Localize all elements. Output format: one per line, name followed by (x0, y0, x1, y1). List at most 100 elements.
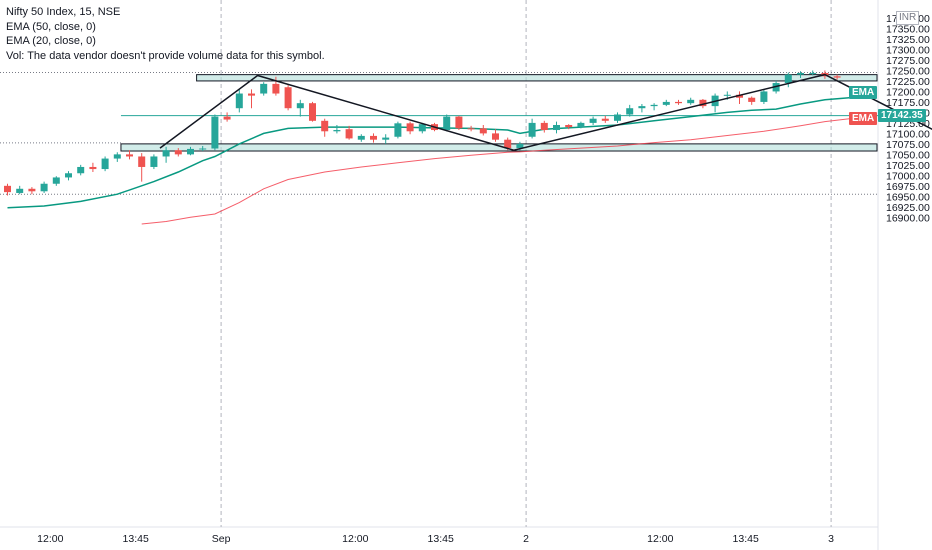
candle-body-13 (162, 150, 170, 157)
y-tick-label-13: 17050.00 (886, 149, 930, 161)
y-tick-label-7: 17200.00 (886, 86, 930, 98)
candle-body-42 (516, 143, 524, 149)
candle-body-26 (321, 120, 329, 132)
candle-body-27 (333, 130, 341, 132)
candle-body-62 (760, 91, 768, 102)
ema50-line (141, 118, 850, 225)
support-zone (120, 143, 878, 152)
candle-body-44 (540, 122, 548, 131)
x-tick-label-5: 2 (523, 533, 529, 545)
candle-body-64 (784, 74, 792, 84)
candle-body-61 (748, 97, 756, 102)
candle-body-16 (199, 148, 207, 150)
candle-body-28 (345, 129, 353, 139)
candle-body-21 (260, 83, 268, 94)
candle-body-12 (150, 156, 158, 167)
legend-ema20[interactable]: EMA (20, close, 0) (6, 35, 96, 47)
candle-body-8 (101, 158, 109, 170)
candle-body-37 (455, 116, 463, 129)
candle-body-34 (418, 124, 426, 132)
x-tick-label-6: 12:00 (647, 533, 673, 545)
candle-body-4 (52, 177, 60, 184)
y-tick-label-6: 17225.00 (886, 76, 930, 88)
y-tick-label-15: 17000.00 (886, 170, 930, 182)
y-tick-label-11: 17100.00 (886, 128, 930, 140)
candle-body-38 (467, 128, 475, 130)
legend-volume-note: Vol: The data vendor doesn't provide vol… (6, 49, 325, 62)
x-tick-label-7: 13:45 (733, 533, 759, 545)
candle-body-55 (675, 101, 682, 104)
candle-body-68 (833, 76, 841, 78)
candle-body-14 (174, 150, 182, 155)
x-tick-label-1: 13:45 (123, 533, 149, 545)
chart-legend: Nifty 50 Index, 15, NSE EMA (50, close, … (6, 5, 325, 63)
candle-body-7 (89, 166, 97, 170)
last-price-tag: 17142.35 (878, 108, 926, 122)
y-tick-label-1: 17350.00 (886, 23, 930, 35)
y-tick-label-12: 17075.00 (886, 139, 930, 151)
candle-body-18 (223, 116, 231, 120)
candle-body-19 (235, 93, 243, 109)
candle-body-5 (65, 173, 72, 178)
candle-body-15 (187, 148, 194, 155)
candle-body-40 (492, 133, 499, 140)
legend-title: Nifty 50 Index, 15, NSE (6, 6, 121, 18)
candle-body-25 (309, 103, 316, 121)
candle-body-17 (211, 116, 219, 149)
candle-body-3 (40, 183, 48, 192)
candle-body-59 (723, 94, 731, 96)
legend-ema50[interactable]: EMA (50, close, 0) (6, 20, 96, 33)
candle-body-48 (589, 118, 597, 123)
candle-body-57 (699, 99, 707, 107)
candle-body-2 (28, 188, 36, 192)
candle-body-49 (601, 118, 609, 121)
candle-body-23 (284, 87, 292, 109)
candle-body-29 (357, 135, 365, 140)
candle-body-31 (382, 137, 390, 140)
candle-body-22 (272, 83, 280, 94)
candle-body-60 (736, 94, 743, 98)
ema20-line (7, 96, 850, 209)
candle-body-50 (614, 114, 621, 121)
ema20-price-tag: EMA (849, 85, 878, 99)
y-tick-label-10: 17125.00 (886, 118, 930, 130)
y-tick-label-17: 16950.00 (886, 191, 930, 203)
candle-body-33 (406, 123, 414, 132)
candle-body-24 (296, 103, 304, 109)
x-tick-label-4: 13:45 (428, 533, 454, 545)
candle-body-63 (772, 83, 780, 92)
y-tick-label-3: 17300.00 (886, 44, 930, 56)
resistance-zone (196, 74, 878, 82)
candle-body-43 (528, 122, 536, 137)
y-tick-label-19: 16900.00 (886, 212, 930, 224)
x-tick-label-2: Sep (212, 533, 231, 545)
candle-body-20 (248, 93, 255, 96)
candle-body-32 (394, 123, 402, 137)
candle-body-45 (553, 124, 560, 131)
candle-body-9 (113, 154, 121, 159)
candle-body-41 (504, 139, 512, 149)
candle-body-11 (138, 156, 146, 167)
candle-body-30 (370, 135, 377, 140)
currency-label[interactable]: INR (896, 11, 920, 25)
candle-body-46 (565, 124, 573, 128)
candle-body-65 (797, 72, 804, 75)
candle-body-6 (77, 166, 85, 174)
candle-body-51 (626, 108, 634, 115)
candle-body-36 (443, 116, 451, 131)
y-tick-label-16: 16975.00 (886, 181, 930, 193)
candle-body-39 (479, 128, 487, 134)
candle-body-10 (126, 154, 133, 157)
y-tick-label-8: 17175.00 (886, 97, 930, 109)
candle-body-54 (662, 101, 670, 105)
y-tick-label-5: 17250.00 (886, 65, 930, 77)
candle-body-52 (638, 106, 646, 109)
x-tick-label-3: 12:00 (342, 533, 368, 545)
candle-body-53 (650, 104, 658, 107)
x-tick-label-8: 3 (828, 533, 834, 545)
y-tick-label-14: 17025.00 (886, 160, 930, 172)
candle-body-56 (687, 99, 695, 104)
y-tick-label-18: 16925.00 (886, 202, 930, 214)
candle-body-66 (809, 72, 817, 74)
